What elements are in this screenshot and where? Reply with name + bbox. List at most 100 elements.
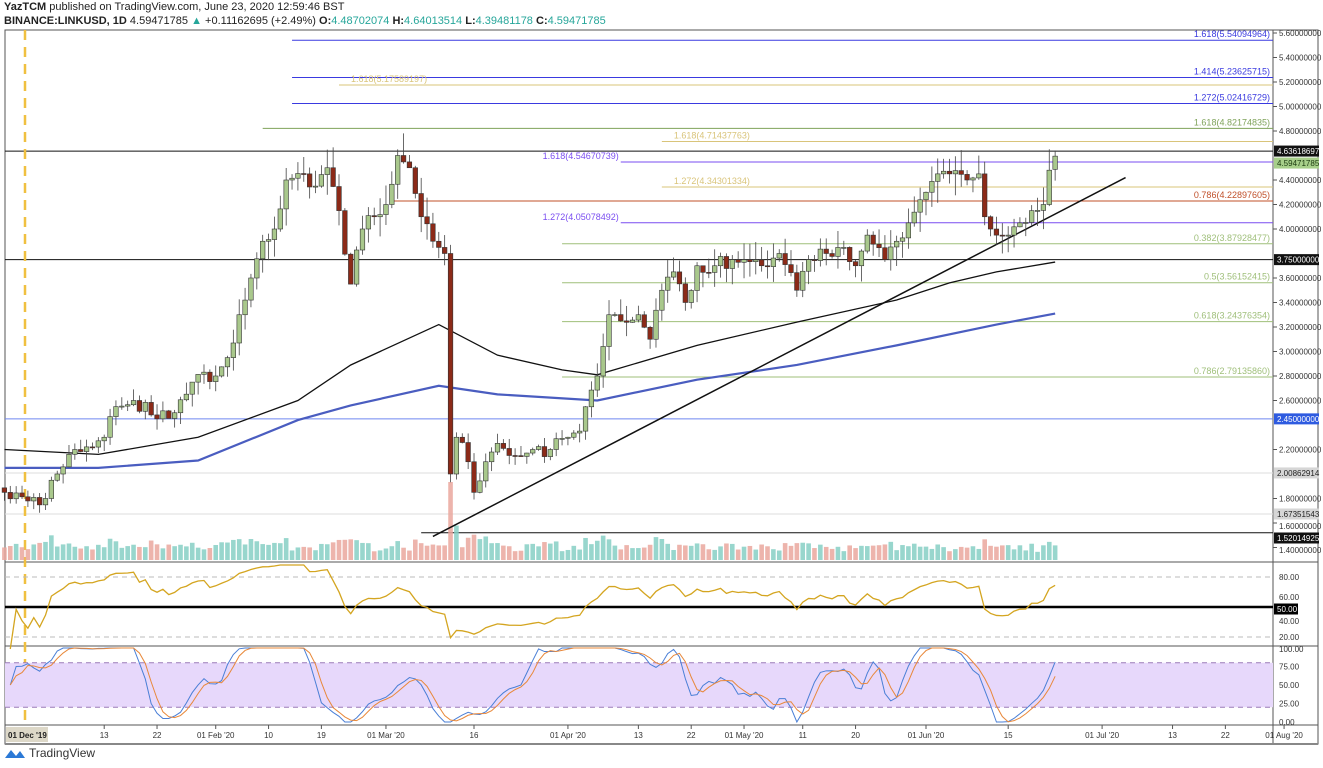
candle-body	[741, 259, 747, 263]
price-tick-label: 2.20000000	[1279, 446, 1322, 455]
candle	[559, 430, 565, 446]
candle	[571, 430, 577, 440]
volume-bar	[330, 542, 336, 560]
candle-body	[119, 405, 125, 408]
candle-body	[929, 181, 935, 193]
candle	[582, 406, 589, 440]
volume-bar	[301, 546, 307, 560]
fib-level-label: 1.272(4.34301334)	[674, 176, 750, 186]
volume-bar	[401, 547, 406, 560]
candle	[324, 149, 330, 195]
volume-bar	[876, 545, 882, 560]
candle-body	[142, 402, 148, 412]
candle	[348, 252, 354, 285]
volume-bar	[630, 548, 635, 560]
tradingview-logo[interactable]: TradingView	[4, 746, 95, 760]
fib-level-label: 1.618(5.54094964)	[1194, 29, 1270, 39]
rsi-mid-label: 50.00	[1277, 605, 1298, 614]
volume-bar	[1000, 545, 1005, 560]
candle-body	[870, 234, 876, 245]
price-label-text: 4.63618697	[1277, 147, 1320, 156]
volume-bar	[729, 543, 735, 560]
candle-body	[982, 173, 988, 218]
volume-bar	[753, 549, 759, 560]
volume-bar	[231, 539, 236, 560]
volume-bar	[994, 546, 999, 560]
volume-bar	[436, 545, 442, 560]
candle-body	[811, 259, 818, 261]
candle	[847, 246, 853, 271]
candle-body	[512, 455, 518, 457]
candle-body	[1011, 226, 1017, 236]
candle	[964, 170, 970, 186]
rsi-tick-label: 40.00	[1279, 617, 1300, 626]
candle	[635, 305, 641, 323]
volume-bar	[577, 549, 582, 560]
volume-bar	[847, 545, 852, 560]
candle	[888, 230, 894, 271]
candle	[389, 171, 395, 209]
volume-bar	[671, 549, 676, 560]
price-label-badge	[1274, 532, 1319, 544]
candle	[19, 485, 25, 499]
candle-body	[1029, 210, 1035, 223]
price-tick-label: 3.20000000	[1279, 323, 1322, 332]
volume-bar	[976, 548, 982, 560]
candle	[1029, 205, 1035, 226]
candle-body	[37, 497, 43, 506]
candle-body	[629, 319, 636, 323]
price-tick-label: 5.40000000	[1279, 54, 1322, 63]
candle	[365, 207, 371, 243]
candle-body	[535, 446, 542, 450]
stoch-tick-label: 50.00	[1279, 681, 1300, 690]
price-tick-label: 1.40000000	[1279, 546, 1322, 555]
candle	[694, 262, 700, 303]
candle-body	[723, 256, 730, 269]
ma100-line	[4, 261, 1056, 456]
rsi-tick-label: 60.00	[1279, 593, 1300, 602]
price-label-text: 3.75000000	[1277, 256, 1320, 265]
time-tick-label: 22	[687, 731, 696, 740]
candle-body	[301, 173, 307, 175]
candle	[494, 433, 501, 456]
candle	[817, 238, 823, 267]
candle	[935, 158, 941, 203]
candle	[805, 255, 812, 285]
candle-body	[653, 309, 659, 340]
candle	[1023, 217, 1029, 237]
candle-body	[987, 216, 994, 230]
candle	[342, 208, 348, 256]
trendline	[432, 176, 1126, 538]
candle-body	[471, 461, 477, 493]
volume-bar	[647, 544, 653, 560]
volume-bar	[859, 545, 864, 560]
time-tick-label: 10	[264, 731, 273, 740]
time-tick-label: 01 Aug '20	[1265, 731, 1303, 740]
candle	[747, 243, 753, 277]
volume-bar	[653, 537, 659, 560]
candle	[148, 395, 154, 417]
close-value: 4.59471785	[547, 15, 606, 27]
fib-level-label: 0.786(4.22897605)	[1194, 190, 1270, 200]
volume-bar	[195, 547, 201, 560]
high-label: H:	[392, 15, 405, 27]
publish-info: YazTCM published on TradingView.com, Jun…	[4, 1, 344, 13]
candle-body	[465, 442, 471, 463]
candle	[647, 325, 653, 349]
candle	[653, 298, 659, 348]
candle	[1040, 187, 1046, 230]
candle	[207, 369, 213, 390]
candle	[1017, 217, 1023, 228]
volume-bar	[771, 549, 776, 560]
time-tick-label: 13	[634, 731, 643, 740]
candle-body	[219, 366, 225, 377]
volume-bar	[101, 547, 107, 560]
publish-text: published on TradingView.com, June 23, 2…	[49, 1, 345, 13]
candle	[25, 490, 31, 508]
volume-bar	[371, 551, 377, 560]
candle-body	[852, 261, 859, 267]
candle-body	[172, 412, 178, 419]
candle-body	[559, 438, 565, 440]
fib-level-label: 1.618(4.71437763)	[674, 130, 750, 140]
